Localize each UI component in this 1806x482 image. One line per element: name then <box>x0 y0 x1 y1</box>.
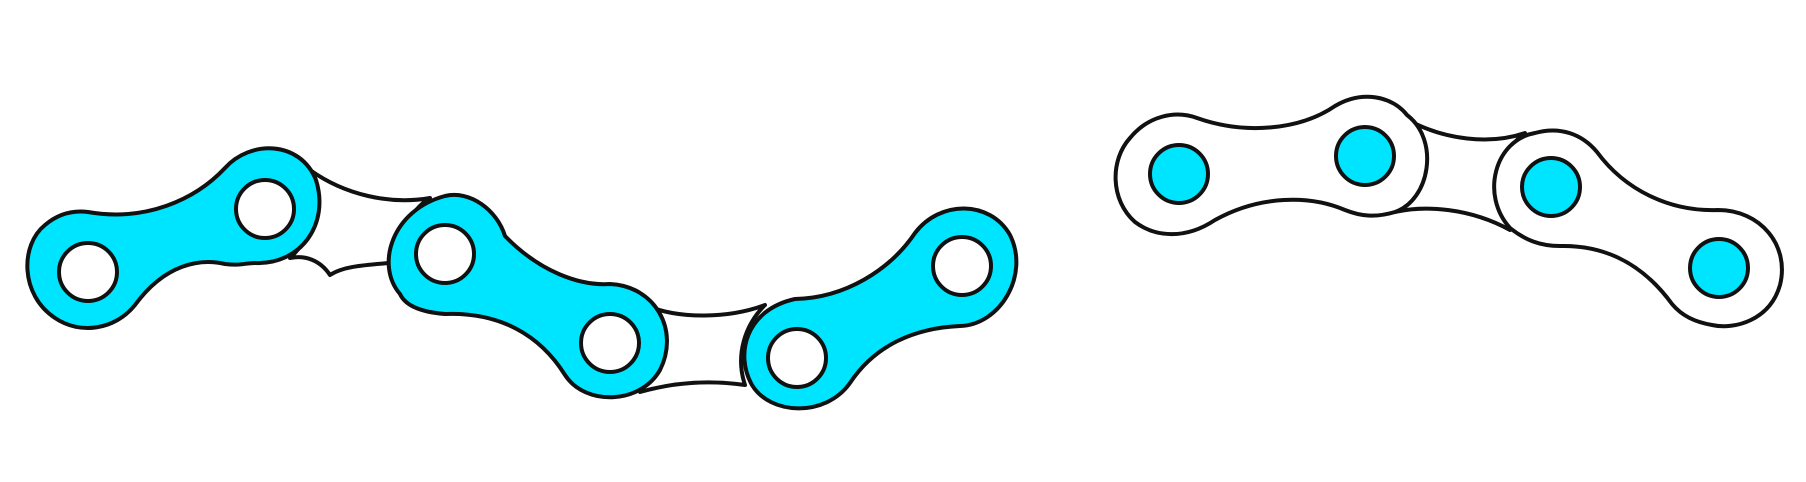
pin-hole <box>931 235 993 297</box>
pin-hole <box>579 312 641 374</box>
pin <box>1148 143 1210 205</box>
chain-segment-right <box>1113 94 1784 329</box>
pin <box>1334 125 1396 187</box>
pin-hole <box>414 223 476 285</box>
pin-hole <box>57 241 119 303</box>
chain-segment-left <box>25 146 1019 411</box>
pin-hole <box>766 327 828 389</box>
pin <box>1520 156 1582 218</box>
pin-hole <box>234 178 296 240</box>
pin <box>1688 237 1750 299</box>
outer-link-1[interactable] <box>25 146 322 330</box>
